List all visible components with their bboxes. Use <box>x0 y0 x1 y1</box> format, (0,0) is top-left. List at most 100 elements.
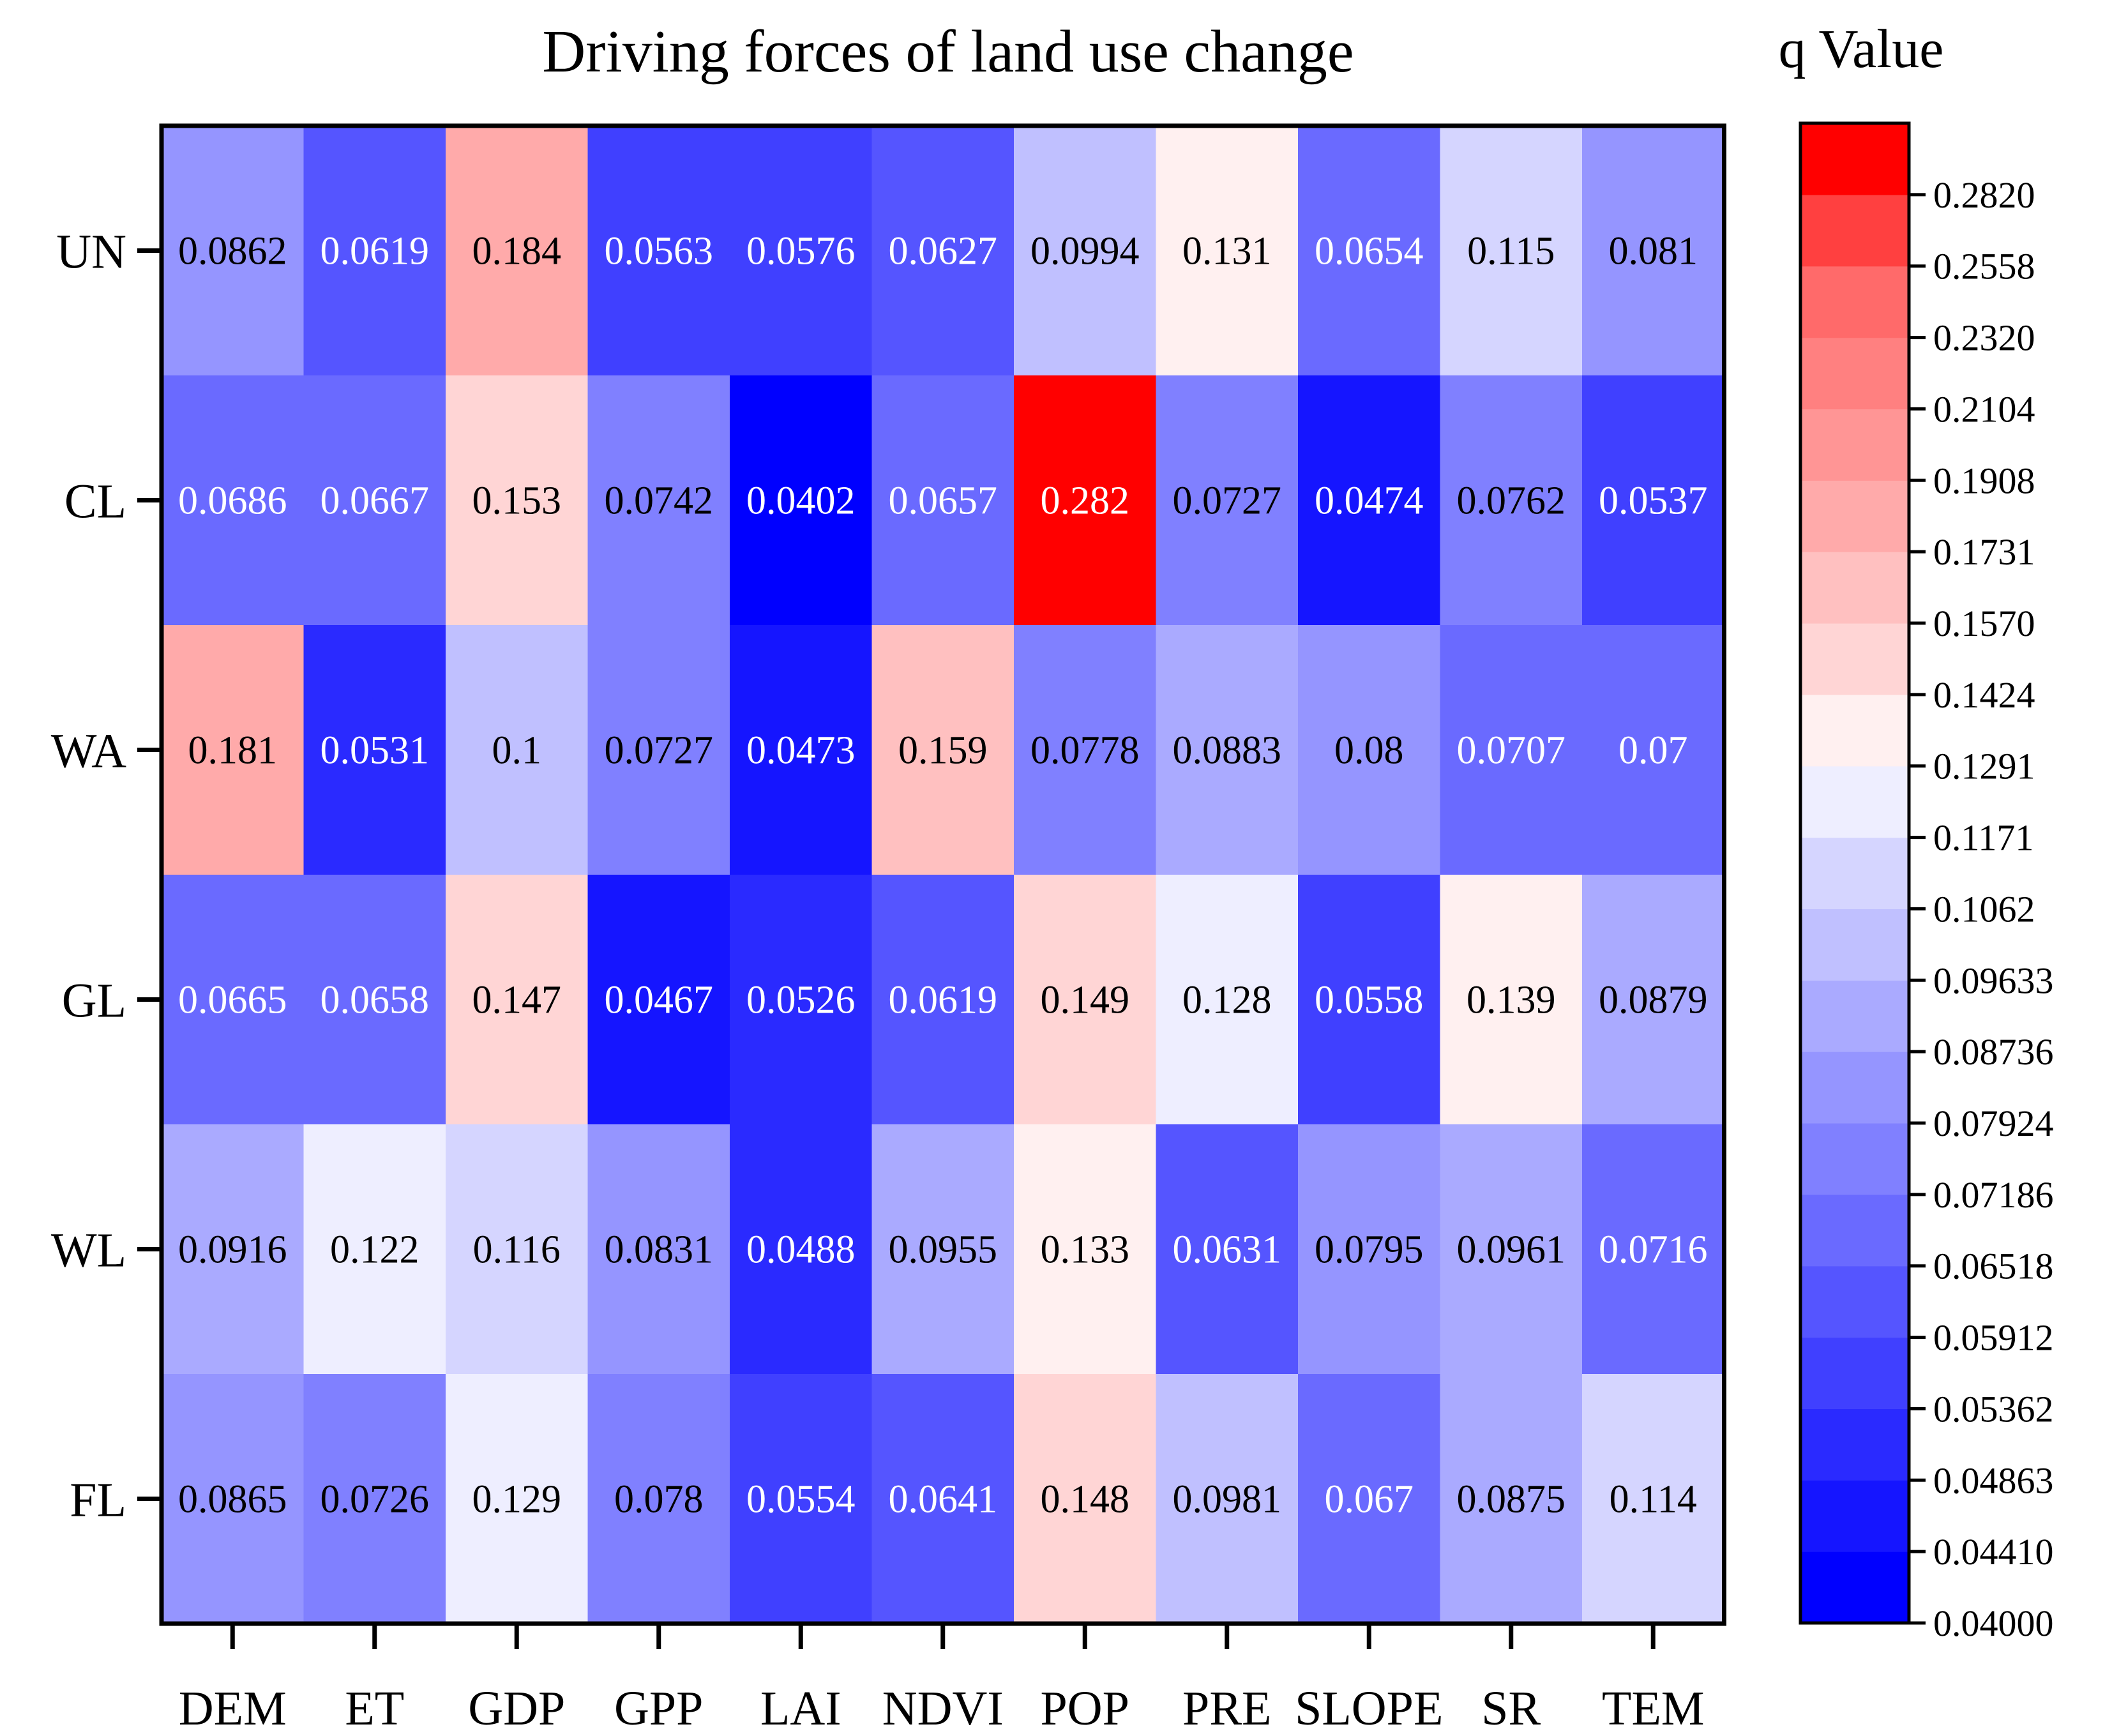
heatmap-cell-wl-dem <box>162 1124 305 1375</box>
heatmap-cell-wl-ndvi <box>871 1124 1015 1375</box>
y-tick-label: UN <box>56 225 126 279</box>
heatmap-cell-wl-et <box>303 1124 446 1375</box>
cell-value-label: 0.122 <box>330 1228 419 1272</box>
heatmap-cell-un-gpp <box>587 126 730 376</box>
heatmap-cell-cl-ndvi <box>871 375 1015 626</box>
x-tick-label: PRE <box>1182 1682 1271 1735</box>
cell-value-label: 0.0641 <box>889 1478 998 1521</box>
cell-value-label: 0.0762 <box>1457 479 1566 523</box>
cell-value-label: 0.1 <box>492 729 542 773</box>
heatmap-cell-wa-dem <box>162 625 305 875</box>
heatmap-cell-fl-pre <box>1156 1374 1299 1624</box>
heatmap-cell-wa-slope <box>1298 625 1441 875</box>
cell-value-label: 0.181 <box>188 729 278 773</box>
y-tick-label: GL <box>62 974 126 1028</box>
heatmap-cell-un-slope <box>1298 126 1441 376</box>
heatmap-cell-wa-ndvi <box>871 625 1015 875</box>
cell-value-label: 0.0531 <box>321 729 430 773</box>
heatmap-cell-wa-et <box>303 625 446 875</box>
cell-value-label: 0.0619 <box>889 979 998 1022</box>
colorbar-band <box>1800 1480 1909 1552</box>
cell-value-label: 0.0537 <box>1599 479 1708 523</box>
heatmap-cell-fl-gpp <box>587 1374 730 1624</box>
y-tick-label: CL <box>64 475 126 529</box>
heatmap-cell-gl-ndvi <box>871 875 1015 1125</box>
cell-value-label: 0.131 <box>1182 230 1272 273</box>
heatmap-cell-gl-sr <box>1440 875 1583 1125</box>
heatmap-cell-wl-tem <box>1582 1124 1725 1375</box>
colorbar-band <box>1800 766 1909 838</box>
cell-value-label: 0.0742 <box>605 479 714 523</box>
cell-value-label: 0.0657 <box>889 479 998 523</box>
colorbar-band <box>1800 480 1909 552</box>
heatmap-cell-wa-pop <box>1014 625 1157 875</box>
colorbar-band <box>1800 1052 1909 1124</box>
heatmap-cell-wa-pre <box>1156 625 1299 875</box>
cell-value-label: 0.0473 <box>746 729 856 773</box>
x-tick-label: LAI <box>760 1682 841 1735</box>
cell-value-label: 0.0665 <box>178 979 287 1022</box>
colorbar-band <box>1800 1194 1909 1267</box>
cell-value-label: 0.0955 <box>889 1228 998 1272</box>
colorbar-band <box>1800 909 1909 981</box>
heatmap-cell-gl-tem <box>1582 875 1725 1125</box>
cell-value-label: 0.0981 <box>1173 1478 1282 1521</box>
y-axis: UN CL WA GL WL FL <box>51 225 162 1527</box>
cell-value-label: 0.114 <box>1610 1478 1697 1521</box>
heatmap-cell-fl-slope <box>1298 1374 1441 1624</box>
colorbar-band <box>1800 409 1909 481</box>
heatmap-cell-fl-et <box>303 1374 446 1624</box>
colorbar-tick-label: 0.2820 <box>1933 174 2035 216</box>
colorbar-band <box>1800 123 1909 195</box>
colorbar-tick-label: 0.07924 <box>1933 1103 2054 1144</box>
colorbar-band <box>1800 266 1909 338</box>
colorbar-tick-label: 0.1291 <box>1933 746 2035 787</box>
cell-value-label: 0.0875 <box>1457 1478 1566 1521</box>
cell-value-label: 0.153 <box>472 479 562 523</box>
heatmap-cell-wl-pop <box>1014 1124 1157 1375</box>
colorbar-tick-label: 0.1171 <box>1933 817 2033 859</box>
colorbar-band <box>1800 1408 1909 1481</box>
heatmap-cell-un-tem <box>1582 126 1725 376</box>
colorbar-tick-label: 0.2104 <box>1933 388 2035 430</box>
colorbar-tick-label: 0.1062 <box>1933 888 2035 930</box>
cell-value-label: 0.282 <box>1041 479 1130 523</box>
heatmap-cell-wa-gpp <box>587 625 730 875</box>
cell-value-label: 0.0778 <box>1030 729 1140 773</box>
cell-value-label: 0.159 <box>898 729 988 773</box>
colorbar-tick-label: 0.04000 <box>1933 1603 2054 1644</box>
cell-value-label: 0.0658 <box>321 979 430 1022</box>
x-tick-label: TEM <box>1602 1682 1704 1735</box>
colorbar-tick-label: 0.2558 <box>1933 246 2035 287</box>
cell-value-label: 0.149 <box>1041 979 1130 1022</box>
heatmap-cell-un-dem <box>162 126 305 376</box>
heatmap-cell-fl-lai <box>730 1374 873 1624</box>
colorbar-band <box>1800 1337 1909 1410</box>
cell-value-label: 0.0563 <box>605 230 714 273</box>
heatmap-cell-wl-lai <box>730 1124 873 1375</box>
heatmap-cell-un-pop <box>1014 126 1157 376</box>
cell-value-label: 0.116 <box>473 1228 561 1272</box>
x-tick-label: GDP <box>468 1682 565 1735</box>
cell-value-label: 0.0707 <box>1457 729 1566 773</box>
heatmap-cell-fl-ndvi <box>871 1374 1015 1624</box>
heatmap-cell-gl-pop <box>1014 875 1157 1125</box>
cell-value-label: 0.0831 <box>605 1228 714 1272</box>
colorbar-tick-label: 0.05362 <box>1933 1388 2054 1430</box>
heatmap-cell-gl-gpp <box>587 875 730 1125</box>
colorbar-band <box>1800 1265 1909 1338</box>
cell-value-label: 0.0558 <box>1315 979 1424 1022</box>
cell-value-label: 0.0795 <box>1315 1228 1424 1272</box>
cell-value-label: 0.0865 <box>178 1478 287 1521</box>
colorbar-tick-label: 0.06518 <box>1933 1246 2054 1287</box>
cell-value-label: 0.0654 <box>1315 230 1424 273</box>
heatmap-cell-wl-sr <box>1440 1124 1583 1375</box>
heatmap-cell-cl-slope <box>1298 375 1441 626</box>
cell-value-label: 0.139 <box>1467 979 1556 1022</box>
heatmap-cell-fl-tem <box>1582 1374 1725 1624</box>
x-tick-label: ET <box>345 1682 404 1735</box>
heatmap-cells <box>162 126 1725 1624</box>
colorbar-band <box>1800 337 1909 410</box>
colorbar-frame <box>1799 121 1911 1625</box>
